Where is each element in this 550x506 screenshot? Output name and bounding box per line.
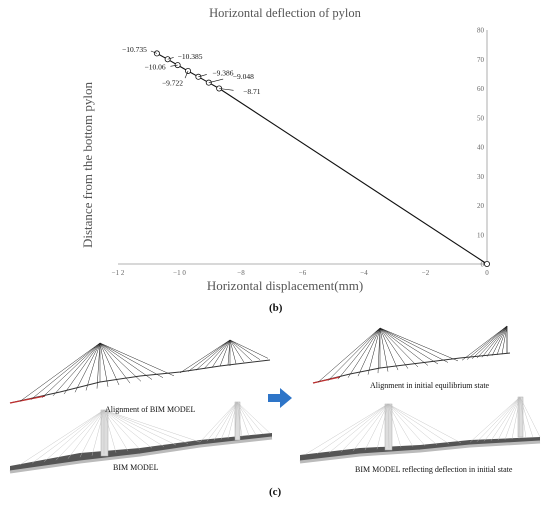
annotation-leader xyxy=(198,74,207,78)
x-tick-label: 0 xyxy=(485,269,489,277)
y-tick-label: 80 xyxy=(477,27,485,35)
data-label: −10.735 xyxy=(122,45,147,54)
y-tick-label: 50 xyxy=(477,114,485,122)
annotation-leader xyxy=(208,78,224,83)
data-point xyxy=(205,79,212,86)
y-tick-label: 40 xyxy=(477,144,485,152)
x-tick-labels: −1 2 −1 0 −8 −6 −4 −2 0 xyxy=(112,269,490,277)
caption-c: (c) xyxy=(269,486,282,498)
label-alignment-equilibrium: Alignment in initial equilibrium state xyxy=(370,381,490,390)
y-tick-label: 70 xyxy=(477,56,485,64)
annotation-leader xyxy=(167,57,174,60)
data-label: −9.048 xyxy=(233,72,254,81)
y-axis-label: Distance from the bottom pylon xyxy=(80,81,95,248)
data-point xyxy=(483,260,490,267)
x-tick-label: −1 2 xyxy=(112,269,125,277)
data-label: −9.386 xyxy=(212,68,233,77)
x-tick-label: −2 xyxy=(422,269,430,277)
bridge-bim-reflecting xyxy=(299,396,541,464)
data-label: −8.71 xyxy=(243,87,261,96)
bridge-bim-model xyxy=(9,401,273,474)
label-bim-model: BIM MODEL xyxy=(113,463,159,472)
x-tick-label: −8 xyxy=(237,269,245,277)
data-label: −10.385 xyxy=(178,52,203,61)
x-tick-label: −4 xyxy=(360,269,368,277)
label-alignment-bim: Alignment of BIM MODEL xyxy=(105,405,196,414)
series-line xyxy=(156,52,488,265)
data-label: −9.722 xyxy=(162,78,183,87)
y-tick-label: 0 xyxy=(481,261,485,269)
bridge-alignment-equilibrium xyxy=(312,325,511,384)
annotation-leader xyxy=(184,70,189,79)
annotation-layer: −10.735 −10.385 −10.06 −9.722 −9.386 −9.048 −8… xyxy=(122,45,261,96)
series-layer xyxy=(153,50,490,267)
annotation-leader xyxy=(219,88,234,91)
y-tick-label: 20 xyxy=(477,202,485,210)
bridge-alignment-bim xyxy=(9,339,271,404)
x-axis-label: Horizontal displacement(mm) xyxy=(207,278,363,293)
y-tick-label: 60 xyxy=(477,85,485,93)
caption-b: (b) xyxy=(269,302,283,314)
x-tick-label: −6 xyxy=(299,269,307,277)
right-arrow-icon xyxy=(268,388,292,408)
data-label: −10.06 xyxy=(145,63,166,72)
x-tick-label: −1 0 xyxy=(173,269,186,277)
y-tick-label: 30 xyxy=(477,173,485,181)
y-tick-label: 10 xyxy=(477,231,485,239)
annotation-leader xyxy=(170,64,178,67)
y-tick-labels: 0 10 20 30 40 50 60 70 80 xyxy=(477,27,485,269)
chart-title: Horizontal deflection of pylon xyxy=(209,6,361,20)
label-bim-reflecting: BIM MODEL reflecting deflection in initi… xyxy=(355,465,513,474)
annotation-leader xyxy=(150,50,158,54)
